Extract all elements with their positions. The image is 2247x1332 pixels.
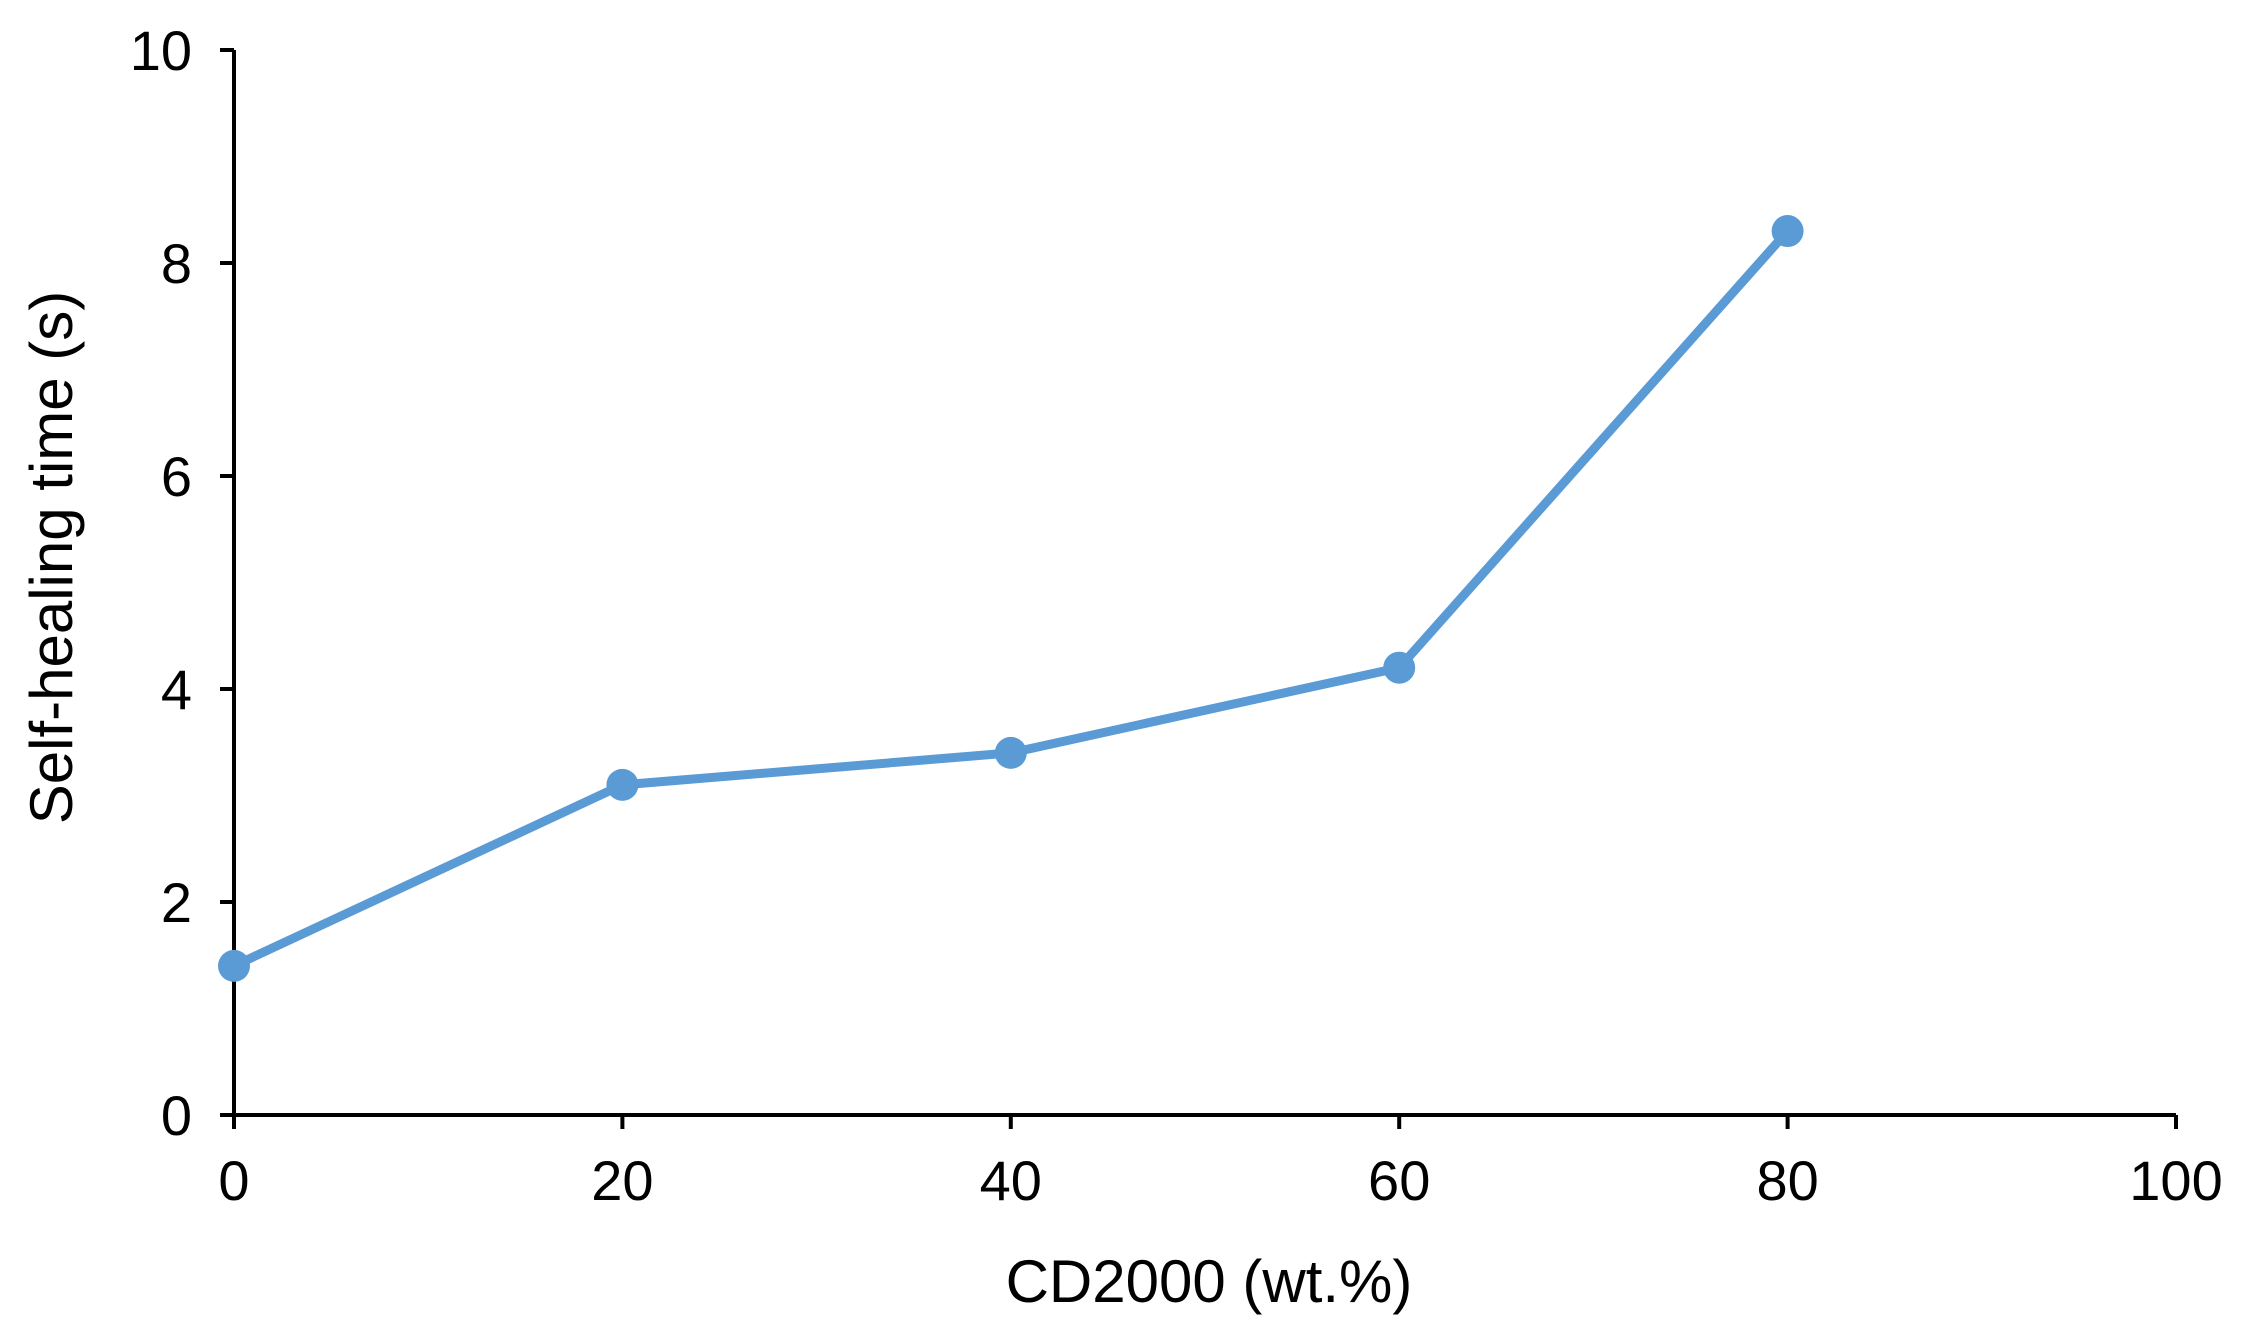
data-series [218,215,1804,982]
series-line [229,226,1793,971]
axes [232,50,2176,1117]
x-tick-label: 40 [980,1149,1042,1212]
y-axis-ticks: 0 2 4 6 8 10 [130,19,234,1147]
data-point [606,768,639,801]
y-tick-label: 6 [161,445,192,508]
x-tick-label: 60 [1368,1149,1430,1212]
data-point [1383,651,1416,684]
y-axis-title: Self-healing time (s) [18,291,85,825]
data-point [218,949,250,982]
x-axis-title: CD2000 (wt.%) [1006,1248,1413,1315]
y-tick-label: 4 [161,658,192,721]
x-axis-ticks: 0 20 40 60 80 100 [218,1115,2223,1212]
y-tick-label: 0 [161,1084,192,1147]
data-point [1771,215,1804,248]
y-tick-label: 2 [161,871,192,934]
y-tick-label: 10 [130,19,192,82]
x-tick-label: 100 [2129,1149,2222,1212]
data-point [994,736,1027,769]
x-tick-label: 20 [591,1149,653,1212]
x-tick-label: 80 [1756,1149,1818,1212]
y-tick-label: 8 [161,232,192,295]
x-tick-label: 0 [218,1149,249,1212]
